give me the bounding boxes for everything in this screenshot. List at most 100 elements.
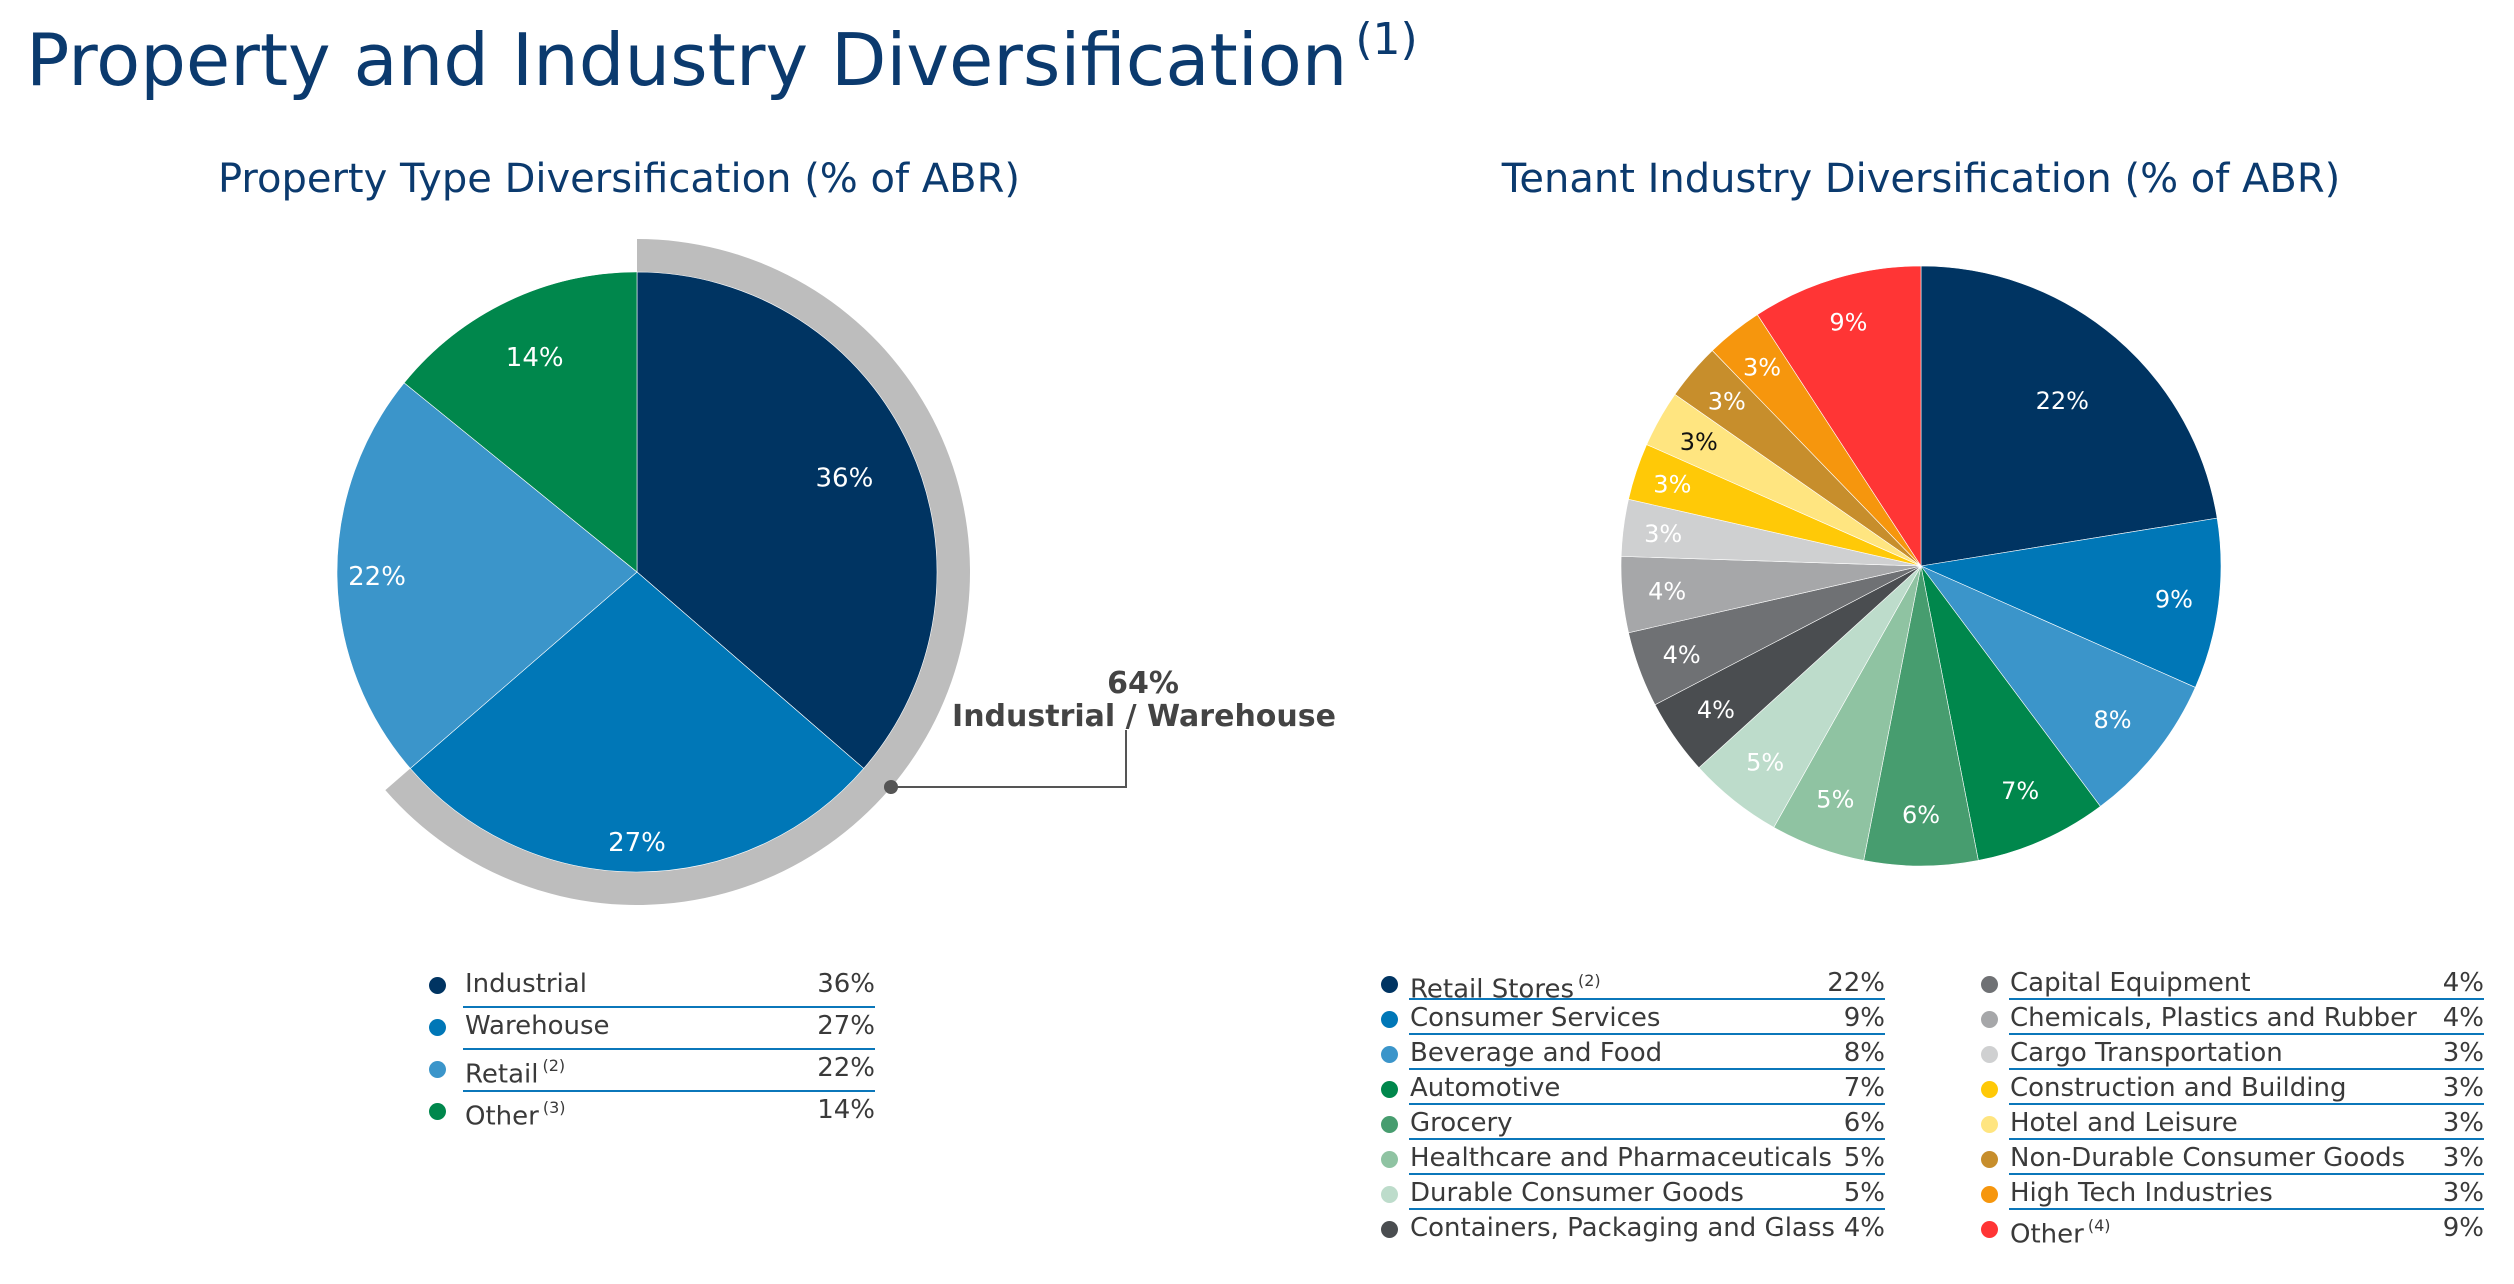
legend-swatch	[1381, 1011, 1398, 1028]
tenant-legend-item-chemicals-plastics-and-rubber: Chemicals, Plastics and Rubber 4%	[1981, 1002, 2484, 1037]
tenant-data-label-automotive: 7%	[2001, 777, 2039, 805]
legend-value: 3%	[2442, 1178, 2484, 1208]
legend-label: Non-Durable Consumer Goods	[2010, 1143, 2406, 1173]
legend-swatch	[1981, 1221, 1998, 1238]
callout-leader-line	[891, 730, 1127, 788]
legend-value: 4%	[2442, 968, 2484, 998]
tenant-slice-beverage-and-food	[1920, 565, 2196, 807]
legend-swatch	[1381, 1221, 1398, 1238]
legend-swatch	[429, 977, 446, 994]
tenant-slice-consumer-services	[1919, 517, 2222, 688]
legend-label: Other (4)	[2010, 1216, 2111, 1250]
legend-value: 5%	[1843, 1178, 1885, 1208]
legend-swatch	[429, 1103, 446, 1120]
legend-label: Automotive	[1410, 1073, 1561, 1103]
legend-label: Healthcare and Pharmaceuticals	[1410, 1143, 1832, 1173]
property-slice-retail	[336, 382, 638, 769]
tenant-legend-item-other: Other (4) 9%	[1981, 1212, 2484, 1250]
legend-value: 3%	[2442, 1073, 2484, 1103]
tenant-legend-column-2: Capital Equipment 4% Chemicals, Plastics a…	[1981, 967, 2484, 1250]
legend-swatch	[1381, 1186, 1398, 1203]
tenant-legend-item-beverage-and-food: Beverage and Food 8%	[1381, 1037, 1885, 1072]
tenant-data-label-retail-stores: 22%	[2036, 387, 2089, 415]
property-type-pie: 36% 27% 22% 14%	[336, 239, 970, 905]
legend-value: 4%	[2442, 1003, 2484, 1033]
property-data-label-warehouse: 27%	[608, 828, 666, 858]
property-chart-title: Property Type Diversification (% of ABR)	[218, 156, 1020, 202]
legend-value: 22%	[817, 1053, 875, 1083]
legend-swatch	[1381, 1151, 1398, 1168]
legend-swatch	[1981, 976, 1998, 993]
legend-swatch	[1981, 1186, 1998, 1203]
legend-divider	[463, 1048, 875, 1050]
legend-label: Retail (2)	[465, 1056, 566, 1090]
property-slice-other	[403, 271, 638, 573]
tenant-legend-item-hotel-and-leisure: Hotel and Leisure 3%	[1981, 1107, 2484, 1142]
legend-value: 14%	[817, 1095, 875, 1125]
property-highlight-ring	[385, 239, 970, 905]
legend-divider	[1409, 1103, 1885, 1105]
legend-swatch	[1981, 1011, 1998, 1028]
property-slice-industrial	[636, 271, 938, 769]
legend-value: 9%	[1843, 1003, 1885, 1033]
legend-divider	[2009, 1208, 2484, 1210]
tenant-legend-item-grocery: Grocery 6%	[1381, 1107, 1885, 1142]
legend-divider	[2009, 1068, 2484, 1070]
tenant-data-label-hotel-and-leisure: 3%	[1680, 428, 1718, 456]
legend-divider	[2009, 1103, 2484, 1105]
property-legend-item-warehouse: Warehouse 27%	[429, 1010, 875, 1052]
legend-label: Cargo Transportation	[2010, 1038, 2283, 1068]
tenant-legend-item-consumer-services: Consumer Services 9%	[1381, 1002, 1885, 1037]
property-legend-item-industrial: Industrial 36%	[429, 968, 875, 1010]
legend-value: 3%	[2442, 1143, 2484, 1173]
legend-swatch	[1381, 1116, 1398, 1133]
tenant-data-label-construction-and-building: 3%	[1653, 470, 1691, 498]
legend-value: 3%	[2442, 1108, 2484, 1138]
legend-label: Other (3)	[465, 1098, 566, 1132]
property-legend-item-retail: Retail (2) 22%	[429, 1052, 875, 1094]
legend-divider	[2009, 1033, 2484, 1035]
legend-value: 3%	[2442, 1038, 2484, 1068]
tenant-slice-other	[1756, 265, 1922, 568]
tenant-legend-item-capital-equipment: Capital Equipment 4%	[1981, 967, 2484, 1002]
legend-swatch	[1981, 1116, 1998, 1133]
legend-footnote: (2)	[542, 1056, 566, 1075]
industrial-warehouse-callout: 64% Industrial / Warehouse	[884, 666, 1336, 794]
tenant-data-label-other: 9%	[1829, 309, 1867, 337]
tenant-legend-item-durable-consumer-goods: Durable Consumer Goods 5%	[1381, 1177, 1885, 1212]
legend-divider	[1409, 1033, 1885, 1035]
legend-footnote: (2)	[1578, 971, 1601, 990]
property-legend-item-other: Other (3) 14%	[429, 1094, 875, 1136]
legend-divider	[1409, 1138, 1885, 1140]
tenant-legend-item-healthcare-and-pharmaceuticals: Healthcare and Pharmaceuticals 5%	[1381, 1142, 1885, 1177]
tenant-slice-retail-stores	[1920, 265, 2218, 567]
legend-swatch	[1381, 976, 1398, 993]
legend-divider	[2009, 998, 2484, 1000]
callout-label: Industrial / Warehouse	[952, 699, 1336, 734]
legend-value: 4%	[1843, 1213, 1885, 1243]
legend-value: 9%	[2442, 1213, 2484, 1243]
tenant-legend-column-1: Retail Stores (2) 22% Consumer Services 9% Be…	[1381, 967, 1885, 1247]
tenant-legend-item-automotive: Automotive 7%	[1381, 1072, 1885, 1107]
legend-label: Capital Equipment	[2010, 968, 2251, 998]
legend-swatch	[429, 1061, 446, 1078]
legend-value: 6%	[1843, 1108, 1885, 1138]
tenant-legend-item-retail-stores: Retail Stores (2) 22%	[1381, 967, 1885, 1005]
legend-value: 27%	[817, 1011, 875, 1041]
tenant-data-label-chemicals-plastics-and-rubber: 4%	[1648, 577, 1686, 605]
tenant-data-label-non-durable-consumer-goods: 3%	[1708, 388, 1746, 416]
tenant-data-label-beverage-and-food: 8%	[2094, 706, 2132, 734]
legend-divider	[463, 1006, 875, 1008]
property-slice-warehouse	[409, 571, 865, 873]
tenant-legend-item-cargo-transportation: Cargo Transportation 3%	[1981, 1037, 2484, 1072]
legend-value: 22%	[1827, 968, 1885, 998]
legend-label: Chemicals, Plastics and Rubber	[2010, 1003, 2417, 1033]
legend-divider	[2009, 1173, 2484, 1175]
tenant-slice-automotive	[1920, 565, 2101, 861]
tenant-data-label-cargo-transportation: 3%	[1644, 520, 1682, 548]
legend-swatch	[1381, 1081, 1398, 1098]
legend-value: 8%	[1843, 1038, 1885, 1068]
legend-label: Grocery	[1410, 1108, 1513, 1138]
legend-label: Consumer Services	[1410, 1003, 1661, 1033]
